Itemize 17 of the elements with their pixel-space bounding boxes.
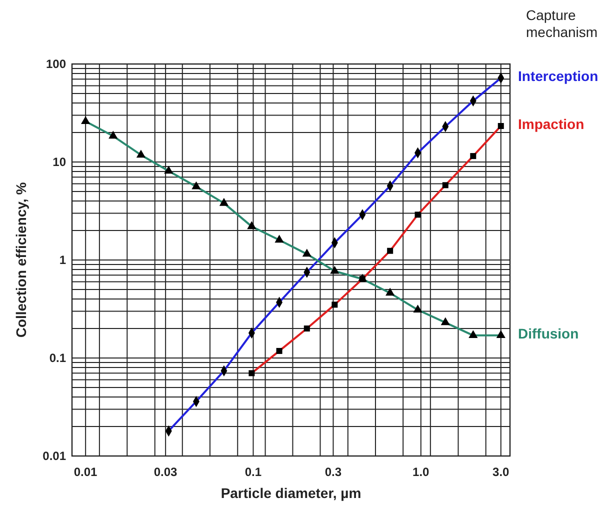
x-tick-label: 3.0 xyxy=(492,465,510,479)
x-tick-label: 1.0 xyxy=(412,465,430,479)
x-tick-label: 0.01 xyxy=(74,465,98,479)
x-tick-label: 0.1 xyxy=(244,465,262,479)
x-axis-title: Particle diameter, µm xyxy=(220,485,362,501)
x-tick-label: 0.3 xyxy=(324,465,342,479)
y-tick-label: 0.1 xyxy=(49,351,66,366)
series-label: Interception xyxy=(518,68,598,84)
series-label: Impaction xyxy=(518,116,584,132)
y-tick-label: 100 xyxy=(46,57,66,72)
series-label: Diffusion xyxy=(518,325,579,342)
y-tick-label: 0.01 xyxy=(42,449,66,464)
x-tick-label: 0.03 xyxy=(154,465,178,479)
y-tick-label: 1 xyxy=(59,253,66,268)
y-tick-label: 10 xyxy=(52,155,66,170)
y-axis-title: Collection efficiency, % xyxy=(13,182,29,338)
legend-title: Capture mechanism xyxy=(526,7,598,40)
